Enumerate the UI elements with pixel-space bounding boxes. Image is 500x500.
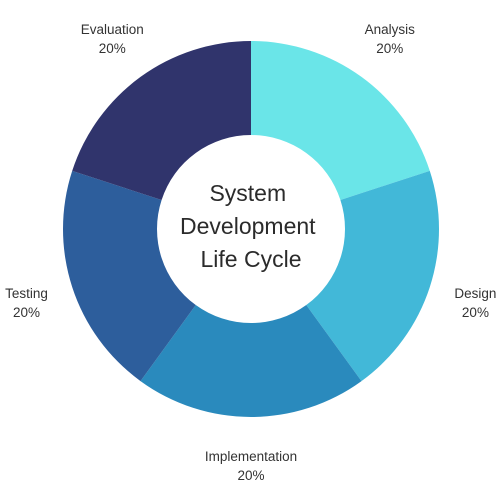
slice-design [306,170,439,382]
slice-label-design: Design 20% [454,286,496,320]
slice-label-evaluation: Evaluation 20% [81,22,144,56]
slice-value: 20% [462,305,489,320]
center-title-line-1: System [209,180,286,206]
slice-value: 20% [13,305,40,320]
center-title: System Development Life Cycle [180,180,322,272]
slices-layer [63,41,439,418]
slice-name: Testing [5,286,48,301]
slice-value: 20% [376,41,403,56]
slice-label-implementation: Implementation 20% [205,449,297,483]
labels-layer: Analysis 20%Design 20%Implementation 20%Tes… [5,22,496,483]
slice-name: Analysis [365,22,416,37]
slice-analysis [251,41,430,200]
slice-name: Implementation [205,449,297,464]
slice-label-analysis: Analysis 20% [365,22,416,56]
slice-evaluation [72,41,251,200]
slice-testing [63,170,196,382]
center-title-line-3: Life Cycle [201,246,302,272]
slice-name: Evaluation [81,22,144,37]
center-title-line-2: Development [180,213,316,239]
slice-implementation [140,305,362,418]
slice-label-testing: Testing 20% [5,286,48,320]
slice-value: 20% [99,41,126,56]
slice-value: 20% [237,468,264,483]
slice-name: Design [454,286,496,301]
